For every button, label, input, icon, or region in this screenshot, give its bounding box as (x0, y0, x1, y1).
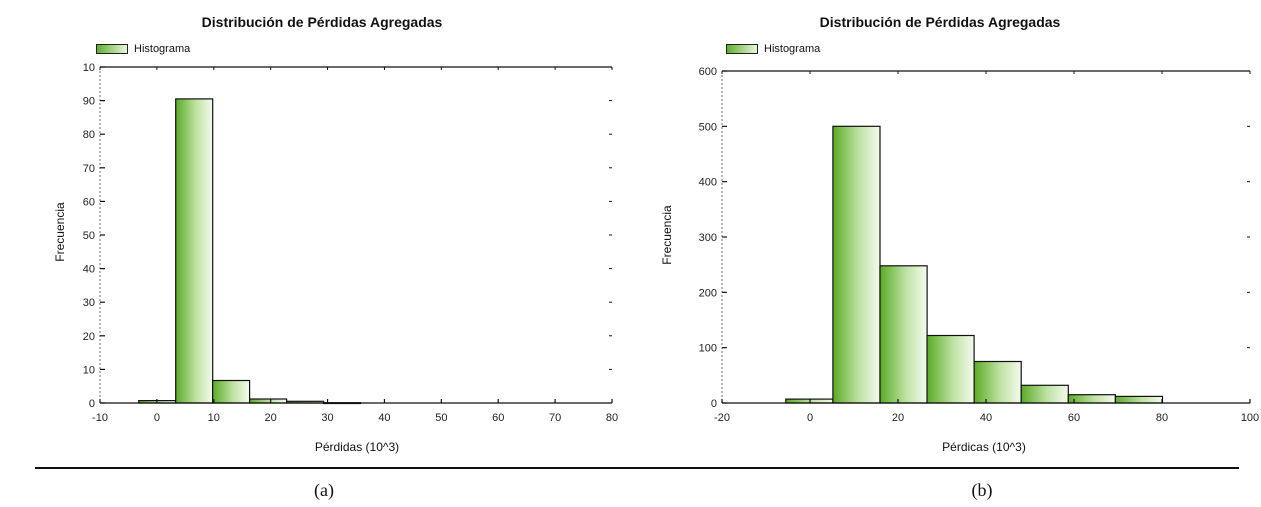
x-tick-label: 100 (1241, 412, 1259, 424)
y-tick-label: 20 (83, 331, 95, 343)
histogram-bar-2 (879, 265, 928, 404)
x-tick-label: 50 (435, 412, 447, 424)
y-tick-label: 0 (711, 398, 717, 410)
histogram-plot: 0 10 20 30 40 50 60 70 80 90 10 -10 0 10 20 30 40 50 60 70 8… (83, 62, 618, 424)
x-tick-label: 80 (1156, 412, 1168, 424)
y-axis-label: Frecuencia (660, 205, 674, 265)
caption-a: (a) (314, 480, 334, 500)
divider-line (35, 467, 1239, 469)
histogram-bar-6 (1067, 394, 1116, 404)
legend-swatch (96, 44, 128, 54)
histogram-plot: 0 100 200 300 400 500 600 -20 0 20 40 60 80 100 (699, 66, 1260, 424)
y-tick-label: 60 (83, 196, 95, 208)
y-tick-label: 30 (83, 297, 95, 309)
chart-panel-a: Distribución de Pérdidas Agregadas Histo… (0, 0, 630, 470)
legend: Histograma (96, 43, 190, 55)
y-tick-label: 100 (699, 343, 717, 355)
legend-label: Histograma (134, 43, 191, 55)
y-tick-label: 40 (83, 264, 95, 276)
legend-swatch (726, 44, 758, 54)
y-tick-label: 80 (83, 129, 95, 141)
x-tick-label: 10 (208, 412, 220, 424)
x-axis-label: Pérdidas (10^3) (314, 440, 400, 454)
histogram-bar-1 (175, 98, 214, 404)
x-tick-label: 70 (549, 412, 561, 424)
x-tick-label: 40 (378, 412, 390, 424)
x-tick-label: -10 (92, 412, 108, 424)
y-tick-label: 90 (83, 96, 95, 108)
y-tick-label: 200 (699, 287, 717, 299)
y-tick-label: 70 (83, 163, 95, 175)
x-tick-label: -20 (714, 412, 730, 424)
x-tick-label: 0 (807, 412, 813, 424)
x-tick-label: 60 (1068, 412, 1080, 424)
chart-title: Distribución de Pérdidas Agregadas (201, 14, 443, 30)
y-axis-label: Frecuencia (53, 202, 67, 262)
x-tick-label: 20 (892, 412, 904, 424)
chart-panel-b: Distribución de Pérdidas Agregadas Histo… (630, 0, 1261, 470)
y-tick-label: 50 (83, 230, 95, 242)
y-tick-label: 300 (699, 232, 717, 244)
histogram-bar-3 (926, 334, 975, 404)
x-tick-label: 0 (154, 412, 160, 424)
y-tick-label: 600 (699, 66, 717, 78)
chart-title: Distribución de Pérdidas Agregadas (819, 14, 1061, 30)
histogram-bar-4 (973, 360, 1022, 404)
y-tick-label: 10 (83, 62, 95, 74)
y-tick-label: 500 (699, 121, 717, 133)
y-tick-label: 0 (89, 398, 95, 410)
x-tick-label: 30 (321, 412, 333, 424)
x-tick-label: 40 (980, 412, 992, 424)
x-tick-label: 60 (492, 412, 504, 424)
x-axis-label: Pérdicas (10^3) (942, 440, 1026, 454)
histogram-bar-2 (212, 379, 251, 404)
legend: Histograma (726, 43, 820, 55)
histogram-bar-1 (832, 125, 881, 404)
legend-label: Histograma (764, 43, 821, 55)
caption-b: (b) (971, 480, 993, 500)
histogram-bar-5 (1020, 384, 1069, 404)
x-tick-label: 20 (265, 412, 277, 424)
y-tick-label: 400 (699, 177, 717, 189)
x-tick-label: 80 (606, 412, 618, 424)
y-tick-label: 10 (83, 364, 95, 376)
histogram-bar-7 (1114, 395, 1164, 404)
